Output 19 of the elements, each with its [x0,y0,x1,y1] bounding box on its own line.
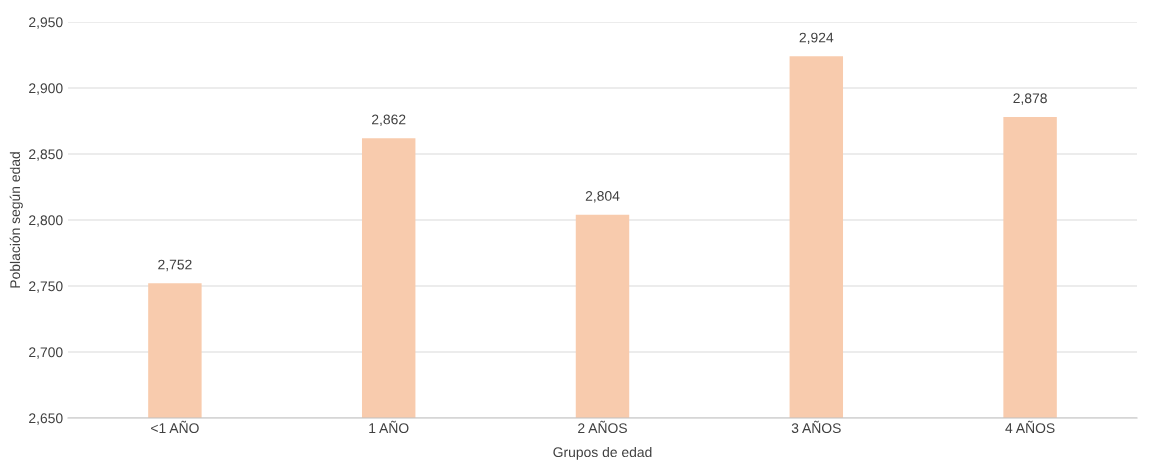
x-tick-label: 2 AÑOS [578,420,627,434]
data-label: 2,752 [158,259,192,272]
data-label: 2,924 [799,32,834,45]
x-axis-title: Grupos de edad [553,446,652,460]
data-label: 2,862 [372,114,406,126]
x-tick-label: 4 AÑOS [1005,420,1055,434]
y-tick-label: 2,900 [29,83,63,95]
x-tick-label: 3 AÑOS [791,420,841,434]
data-label: 2,878 [1013,93,1047,105]
y-tick-label: 2,850 [29,149,63,161]
x-tick-label: <1 AÑO [151,420,199,434]
y-tick-label: 2,950 [29,17,63,29]
y-axis-title: Población según edad [9,152,23,288]
x-tick-label: 1 AÑO [369,420,409,434]
y-tick-label: 2,650 [29,413,63,425]
y-tick-label: 2,700 [29,347,63,359]
y-tick-label: 2,800 [29,215,63,227]
data-label: 2,804 [585,191,620,203]
y-tick-label: 2,750 [29,281,63,293]
